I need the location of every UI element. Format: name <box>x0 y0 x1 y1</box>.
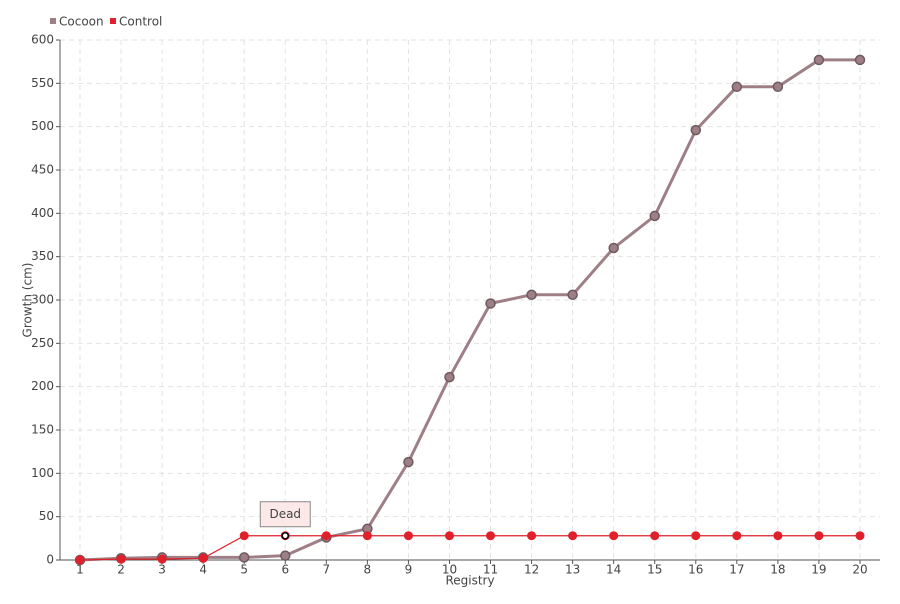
data-point <box>650 531 660 541</box>
data-point <box>813 54 825 66</box>
data-point <box>527 531 537 541</box>
data-point <box>690 124 702 136</box>
data-point <box>362 531 372 541</box>
legend-label: Cocoon <box>59 15 104 29</box>
x-tick-label: 20 <box>852 563 867 577</box>
data-point <box>239 531 249 541</box>
y-tick-label: 0 <box>46 553 54 567</box>
x-tick-label: 2 <box>117 563 125 577</box>
y-tick-label: 100 <box>31 466 54 480</box>
y-tick-label: 250 <box>31 336 54 350</box>
data-point <box>444 371 455 383</box>
data-point <box>157 554 167 564</box>
data-point <box>732 531 742 541</box>
data-point <box>403 531 413 541</box>
x-tick-label: 19 <box>811 563 826 577</box>
data-point <box>526 289 537 301</box>
data-point <box>649 210 660 222</box>
legend-label: Control <box>119 15 162 29</box>
y-tick-label: 600 <box>31 33 54 47</box>
x-tick-label: 13 <box>565 563 580 577</box>
y-axis-label: Growth (cm) <box>21 263 35 338</box>
data-point <box>486 531 496 541</box>
data-point <box>116 554 126 564</box>
data-point <box>568 531 578 541</box>
y-tick-label: 500 <box>31 119 54 133</box>
x-tick-label: 8 <box>364 563 372 577</box>
data-point <box>772 81 784 93</box>
data-point <box>280 550 291 561</box>
y-tick-label: 350 <box>31 249 54 263</box>
x-axis-label: Registry <box>445 574 494 588</box>
annotation-text: Dead <box>269 507 301 521</box>
data-point <box>321 531 331 541</box>
data-point <box>731 81 743 93</box>
x-tick-label: 18 <box>770 563 785 577</box>
y-tick-label: 300 <box>31 293 54 307</box>
x-tick-label: 14 <box>606 563 621 577</box>
data-point <box>609 531 619 541</box>
y-tick-label: 450 <box>31 163 54 177</box>
x-tick-label: 16 <box>688 563 703 577</box>
data-point <box>855 531 865 541</box>
x-tick-label: 9 <box>405 563 413 577</box>
data-point <box>198 553 208 563</box>
data-point <box>444 531 454 541</box>
y-tick-label: 150 <box>31 423 54 437</box>
data-point <box>854 54 866 66</box>
x-tick-label: 10 <box>442 563 457 577</box>
x-tick-label: 17 <box>729 563 744 577</box>
y-tick-label: 200 <box>31 379 54 393</box>
x-tick-label: 4 <box>199 563 207 577</box>
data-point <box>485 298 496 309</box>
data-point <box>814 531 824 541</box>
x-tick-label: 12 <box>524 563 539 577</box>
data-point <box>608 242 619 254</box>
annotation-box <box>259 501 311 528</box>
y-tick-label: 550 <box>31 76 54 90</box>
annotation-point <box>281 531 290 540</box>
data-point <box>691 531 701 541</box>
series-line <box>79 58 860 562</box>
x-tick-label: 11 <box>483 563 498 577</box>
legend-swatch <box>110 18 116 24</box>
y-tick-label: 400 <box>31 206 54 220</box>
x-tick-label: 6 <box>281 563 289 577</box>
x-tick-label: 15 <box>647 563 662 577</box>
legend-swatch <box>50 18 56 24</box>
data-point <box>75 555 85 565</box>
data-point <box>403 456 414 468</box>
x-tick-label: 3 <box>158 563 166 577</box>
x-tick-label: 7 <box>322 563 330 577</box>
series-line <box>79 535 860 561</box>
data-point <box>238 552 250 563</box>
x-tick-label: 5 <box>240 563 248 577</box>
x-tick-label: 1 <box>76 563 84 577</box>
data-point <box>773 531 783 541</box>
data-point <box>567 289 578 301</box>
y-tick-label: 50 <box>39 509 54 523</box>
